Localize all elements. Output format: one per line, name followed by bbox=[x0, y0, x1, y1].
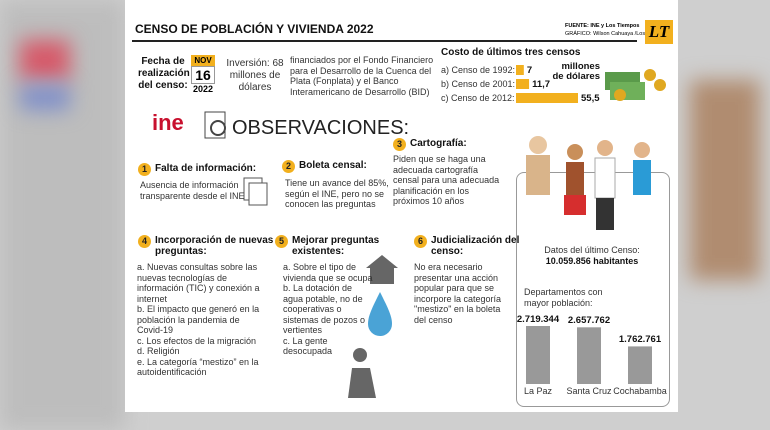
last-census-label: Datos del último Censo: bbox=[544, 245, 640, 255]
list-item: c. Los efectos de la migración bbox=[137, 335, 257, 346]
population-value: 2.657.762 bbox=[567, 315, 611, 327]
investment: Inversión: 68 millones de dólares bbox=[226, 58, 284, 93]
cost-value: 7 bbox=[526, 65, 533, 76]
section-title: Falta de información: bbox=[155, 163, 257, 174]
section-title: Incorporación de nuevas preguntas: bbox=[155, 235, 274, 257]
people-illustration bbox=[526, 136, 651, 230]
cost-label: c) Censo de 2012: bbox=[441, 93, 515, 103]
section-number: 4 bbox=[138, 235, 151, 248]
month: NOV bbox=[191, 55, 215, 66]
title-rule bbox=[132, 40, 637, 42]
section-title: Mejorar preguntas existentes: bbox=[292, 235, 380, 257]
money-icon bbox=[605, 69, 666, 101]
title: CENSO DE POBLACIÓN Y VIVIENDA 2022 bbox=[135, 22, 374, 36]
section-title: Boleta censal: bbox=[299, 160, 367, 171]
section-text: Tiene un avance del 85%, según el INE, p… bbox=[285, 178, 389, 209]
source: FUENTE: INE y Los Tiempos bbox=[565, 23, 640, 29]
section-list: a. Nuevas consultas sobre las nuevas tec… bbox=[137, 262, 265, 378]
section-number: 3 bbox=[393, 138, 406, 151]
water-drop bbox=[368, 292, 392, 336]
list-item: d. Religión bbox=[137, 346, 180, 356]
search-icon bbox=[204, 111, 226, 139]
blur-blob bbox=[20, 40, 70, 80]
calendar: NOV 16 2022 bbox=[191, 55, 215, 95]
population-value: 1.762.761 bbox=[618, 334, 662, 346]
population-value: 2.719.344 bbox=[516, 314, 560, 325]
population-name: La Paz bbox=[523, 386, 553, 396]
sad-person-icon bbox=[348, 348, 376, 398]
cost-bar bbox=[516, 79, 530, 89]
list-item: b. El impacto que generó en la población… bbox=[137, 304, 260, 335]
day: 16 bbox=[191, 66, 215, 84]
section-number: 2 bbox=[282, 160, 295, 173]
section-title: Judicialización del censo: bbox=[431, 235, 520, 257]
funding: financiados por el Fondo Financiero para… bbox=[290, 55, 434, 97]
house-icon bbox=[366, 255, 398, 284]
section-list: a. Sobre el tipo de vivienda que se ocup… bbox=[283, 262, 373, 357]
population-bar bbox=[526, 326, 550, 384]
last-census-value: 10.059.856 habitantes bbox=[545, 256, 639, 266]
section-number: 5 bbox=[275, 235, 288, 248]
cost-bar bbox=[516, 65, 524, 75]
observations-title: OBSERVACIONES: bbox=[232, 117, 410, 139]
section-text: Piden que se haga una adecuada cartograf… bbox=[393, 154, 500, 206]
costs-title: Costo de últimos tres censos bbox=[441, 47, 581, 58]
list-item: b. La dotación de agua potable, no de co… bbox=[283, 283, 366, 335]
cost-label: a) Censo de 1992: bbox=[441, 65, 516, 75]
list-item: a. Sobre el tipo de vivienda que se ocup… bbox=[283, 262, 373, 283]
section-text: No era necesario presentar una acción po… bbox=[414, 262, 502, 325]
cost-value: 11,7 bbox=[532, 79, 551, 90]
year: 2022 bbox=[192, 84, 214, 94]
logo: LT bbox=[645, 20, 673, 44]
section-number: 6 bbox=[414, 235, 427, 248]
list-item: e. La categoría “mestizo” en la autoiden… bbox=[137, 356, 259, 378]
population-bar bbox=[577, 327, 601, 384]
population-name: Cochabamba bbox=[613, 386, 667, 396]
ine-logo: ine bbox=[152, 110, 184, 135]
cost-bar bbox=[516, 93, 578, 103]
population-bar bbox=[628, 346, 652, 384]
cost-value: 55,5 bbox=[581, 93, 600, 104]
section-text: Ausencia de información transparente des… bbox=[140, 180, 245, 201]
date-label: Fecha de realización del censo: bbox=[138, 56, 190, 91]
population-name: Santa Cruz bbox=[566, 386, 612, 396]
costs-unit: millones de dólares bbox=[552, 61, 600, 82]
section-number: 1 bbox=[138, 163, 151, 176]
section-title: Cartografía: bbox=[410, 138, 467, 149]
blur-blob bbox=[690, 80, 760, 280]
doc-icon bbox=[243, 177, 268, 206]
right-box bbox=[516, 172, 670, 407]
list-item: c. La gente desocupada bbox=[283, 335, 333, 357]
population-title: Departamentos con mayor población: bbox=[524, 287, 603, 308]
blur-blob bbox=[20, 85, 70, 110]
list-item: a. Nuevas consultas sobre las nuevas tec… bbox=[137, 262, 260, 304]
credit: GRÁFICO: Wilson Cahuaya /Los Tiempos bbox=[565, 31, 668, 37]
cost-label: b) Censo de 2001: bbox=[441, 79, 516, 89]
